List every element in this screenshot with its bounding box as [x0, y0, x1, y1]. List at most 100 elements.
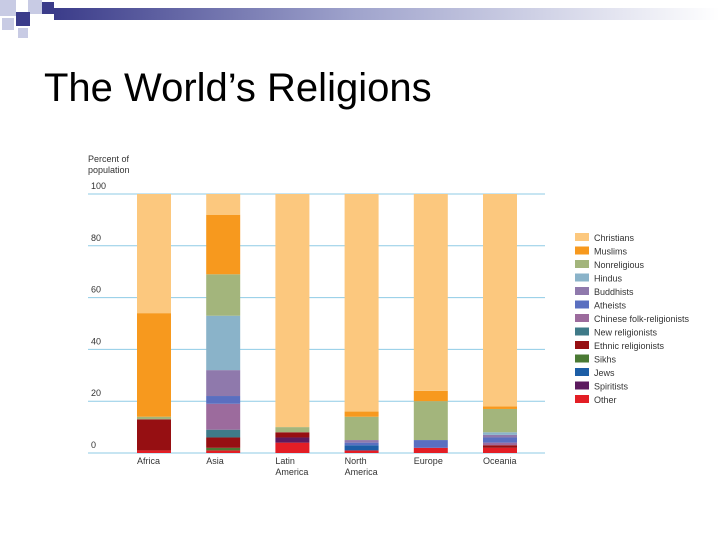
bar-segment: [206, 370, 241, 397]
legend-label: Sikhs: [594, 355, 617, 365]
legend-swatch: [575, 233, 589, 241]
y-tick-label: 40: [91, 336, 101, 346]
bar-segment: [206, 450, 241, 453]
bar-segment: [483, 442, 517, 446]
bar-segment: [206, 214, 241, 275]
legend-item: Christians: [575, 233, 635, 243]
legend-label: New religionists: [594, 328, 658, 338]
legend-item: Nonreligious: [575, 260, 645, 270]
legend-swatch: [575, 260, 589, 268]
bar-segment: [275, 432, 310, 438]
legend-swatch: [575, 314, 589, 322]
y-tick-label: 60: [91, 285, 101, 295]
bar-segment: [137, 313, 171, 417]
legend-label: Muslims: [594, 247, 627, 257]
bar-stack: [483, 194, 517, 453]
legend-swatch: [575, 246, 589, 255]
bar-segment: [344, 445, 379, 451]
bar-stack: [137, 194, 171, 453]
x-tick-label: Europe: [414, 456, 443, 466]
bar-stack: [413, 194, 448, 453]
axis-layer: Percent of population 0 20 40 60 80 100 Africa A…: [88, 154, 517, 477]
legend-item: Buddhists: [575, 287, 634, 297]
bar-segment: [137, 450, 171, 453]
bar-stack: [206, 194, 241, 453]
legend-item: Chinese folk-religionists: [575, 314, 690, 324]
legend-swatch: [575, 381, 589, 390]
legend-swatch: [575, 300, 589, 309]
bar-segment: [206, 274, 241, 316]
bar-segment: [483, 437, 517, 443]
legend-label: Buddhists: [594, 287, 634, 297]
bar-segment: [206, 403, 241, 430]
slide-title: The World’s Religions: [44, 66, 432, 110]
y-tick-label: 20: [91, 388, 101, 398]
bar-segment: [413, 194, 448, 391]
legend-swatch: [575, 368, 589, 376]
bar-segment: [413, 447, 448, 453]
bar-segment: [275, 437, 310, 443]
bar-stack: [344, 194, 379, 453]
y-tick-label: 100: [91, 181, 106, 191]
x-tick-label: Latin America: [275, 456, 308, 477]
title-decoration: [0, 0, 720, 38]
legend-label: Christians: [594, 233, 635, 243]
legend-item: Other: [575, 395, 617, 405]
bar-segment: [413, 440, 448, 448]
legend-item: Sikhs: [575, 354, 617, 365]
legend-label: Ethnic religionists: [594, 341, 665, 351]
legend-item: Atheists: [575, 300, 627, 311]
bar-segment: [206, 315, 241, 371]
x-tick-label: Asia: [206, 456, 224, 466]
bar-segment: [413, 390, 448, 402]
bar-segment: [275, 194, 310, 428]
legend-swatch: [575, 395, 589, 403]
y-axis-label: Percent of population: [88, 154, 130, 175]
bar-segment: [483, 406, 517, 409]
bar-segment: [137, 419, 171, 451]
x-tick-label: North America: [345, 456, 378, 477]
legend-swatch: [575, 287, 589, 295]
legend-item: Hindus: [575, 273, 623, 284]
legend-swatch: [575, 341, 589, 349]
bar-segment: [206, 447, 241, 451]
legend-item: Jews: [575, 368, 615, 378]
bar-segment: [344, 411, 379, 417]
legend-label: Jews: [594, 368, 615, 378]
legend-item: Spiritists: [575, 381, 629, 392]
bar-segment: [483, 432, 517, 435]
bar-segment: [137, 194, 171, 314]
bar-segment: [137, 416, 171, 420]
bar-segment: [206, 437, 241, 448]
bar-segment: [483, 445, 517, 448]
legend: Christians Muslims Nonreligious Hindus Buddh…: [575, 233, 690, 405]
bar-segment: [344, 442, 379, 446]
legend-label: Chinese folk-religionists: [594, 314, 690, 324]
bar-segment: [483, 408, 517, 433]
bar-segment: [344, 450, 379, 453]
bar-segment: [206, 194, 241, 215]
legend-swatch: [575, 273, 589, 282]
y-tick-label: 80: [91, 233, 101, 243]
bar-segment: [483, 434, 517, 438]
legend-item: Muslims: [575, 246, 627, 257]
legend-label: Spiritists: [594, 382, 629, 392]
legend-label: Hindus: [594, 274, 623, 284]
y-tick-label: 0: [91, 440, 96, 450]
legend-label: Other: [594, 395, 617, 405]
x-tick-label: Oceania: [483, 456, 517, 466]
bar-segment: [206, 396, 241, 404]
bar-segment: [275, 427, 310, 433]
bar-segment: [483, 194, 517, 407]
bar-segment: [275, 442, 310, 453]
bar-segment: [483, 447, 517, 453]
legend-item: Ethnic religionists: [575, 341, 665, 351]
legend-label: Nonreligious: [594, 260, 645, 270]
legend-swatch: [575, 327, 589, 336]
bar-segment: [344, 416, 379, 441]
legend-item: New religionists: [575, 327, 658, 338]
bar-segment: [344, 440, 379, 443]
bar-segment: [413, 401, 448, 441]
legend-label: Atheists: [594, 301, 627, 311]
